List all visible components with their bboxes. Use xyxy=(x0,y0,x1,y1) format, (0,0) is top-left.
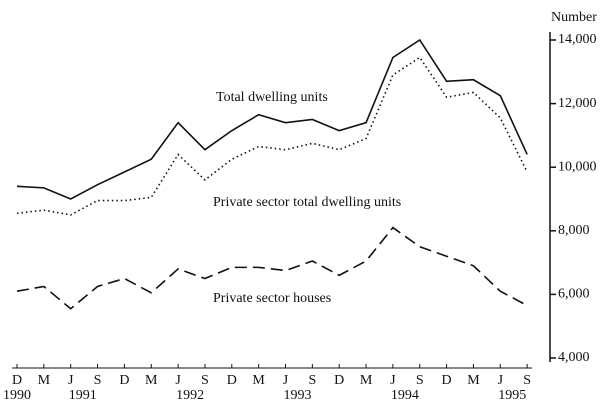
x-tick-label: J xyxy=(283,373,289,388)
series-label: Private sector houses xyxy=(213,291,331,306)
y-tick-label: 14,000 xyxy=(558,32,597,47)
year-label: 1993 xyxy=(284,388,312,403)
x-tick-label: M xyxy=(467,373,480,388)
x-tick-label: D xyxy=(12,373,22,388)
series-label: Total dwelling units xyxy=(216,90,328,105)
x-tick-label: S xyxy=(308,373,316,388)
y-tick-label: 6,000 xyxy=(558,287,590,302)
x-tick-label: S xyxy=(201,373,209,388)
x-tick-label: S xyxy=(416,373,424,388)
year-label: 1995 xyxy=(498,388,526,403)
x-tick-label: M xyxy=(252,373,265,388)
x-tick-label: M xyxy=(360,373,373,388)
year-label: 1994 xyxy=(391,388,419,403)
year-label: 1992 xyxy=(176,388,204,403)
x-tick-label: D xyxy=(442,373,452,388)
x-tick-label: M xyxy=(38,373,51,388)
y-tick-label: 8,000 xyxy=(558,223,590,238)
x-tick-label: S xyxy=(94,373,102,388)
x-tick-label: J xyxy=(175,373,181,388)
x-tick-label: J xyxy=(68,373,74,388)
y-axis-label: Number xyxy=(551,10,597,25)
series-label: Private sector total dwelling units xyxy=(213,195,401,210)
x-tick-label: S xyxy=(523,373,531,388)
x-tick-label: D xyxy=(227,373,237,388)
y-tick-label: 4,000 xyxy=(558,350,590,365)
line xyxy=(16,38,528,200)
year-label: 1990 xyxy=(3,388,31,403)
line xyxy=(16,226,528,310)
y-tick-label: 12,000 xyxy=(558,96,597,111)
x-tick-label: J xyxy=(498,373,504,388)
x-tick-label: J xyxy=(390,373,396,388)
year-label: 1991 xyxy=(69,388,97,403)
x-tick-label: M xyxy=(145,373,158,388)
x-tick-label: D xyxy=(334,373,344,388)
x-tick-label: D xyxy=(119,373,129,388)
y-tick-label: 10,000 xyxy=(558,159,597,174)
